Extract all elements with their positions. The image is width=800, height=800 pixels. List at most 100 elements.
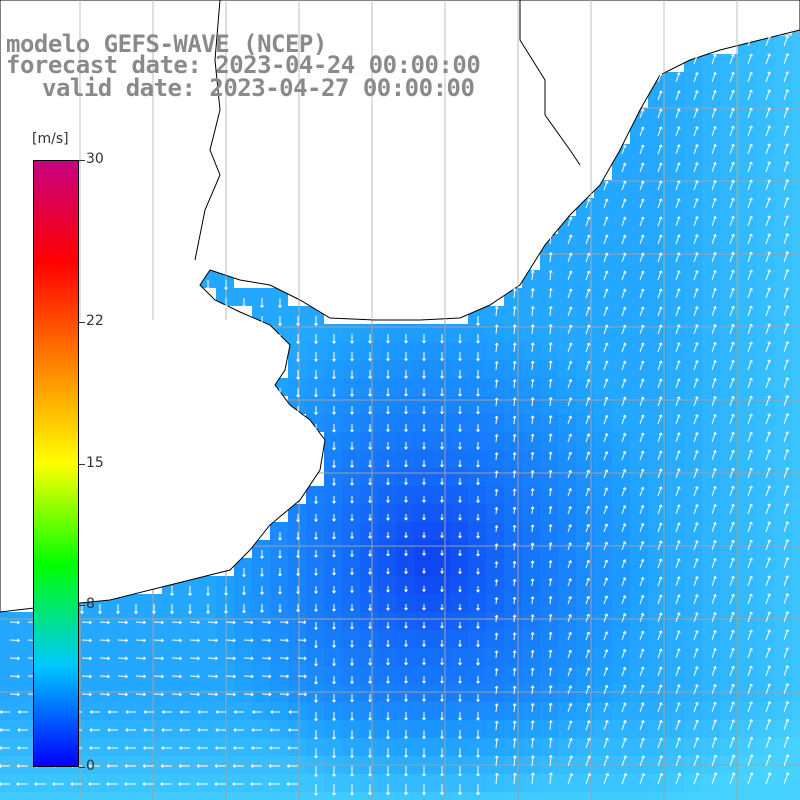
wind-arrow: [549, 542, 552, 551]
wind-cell: [792, 360, 800, 378]
wind-cell: [756, 414, 774, 432]
wind-arrow: [657, 162, 662, 173]
wind-arrow-head: [315, 501, 318, 504]
wind-cell: [504, 486, 522, 504]
wind-arrow-head: [477, 429, 480, 432]
wind-cell: [648, 342, 666, 360]
wind-arrow-head: [767, 107, 771, 110]
wind-cell: [756, 54, 774, 72]
wind-arrow-head: [676, 396, 680, 399]
wind-cell: [270, 288, 288, 306]
wind-arrow-head: [405, 376, 408, 379]
wind-cell: [576, 450, 594, 468]
wind-arrow-head: [477, 571, 480, 575]
wind-arrow-head: [785, 431, 789, 434]
wind-cell: [198, 792, 216, 800]
wind-arrow: [675, 108, 680, 119]
wind-cell: [576, 702, 594, 720]
wind-cell: [108, 720, 126, 738]
wind-cell: [432, 378, 450, 396]
wind-arrow-head: [568, 685, 572, 688]
wind-arrow-head: [713, 89, 716, 93]
wind-arrow-head: [767, 754, 771, 757]
wind-cell: [792, 342, 800, 360]
wind-cell: [468, 486, 486, 504]
wind-arrow-head: [785, 35, 789, 38]
wind-arrow: [675, 252, 680, 263]
wind-cell: [630, 180, 648, 198]
wind-arrow-head: [441, 464, 444, 468]
wind-arrow-head: [530, 737, 534, 741]
wind-arrow: [639, 613, 644, 623]
wind-arrow: [603, 252, 608, 263]
wind-arrow-head: [268, 783, 272, 786]
wind-cell: [738, 450, 756, 468]
wind-arrow-head: [695, 342, 698, 345]
wind-arrow-head: [658, 324, 662, 327]
wind-cell: [684, 576, 702, 594]
wind-cell: [576, 288, 594, 306]
wind-cell: [342, 558, 360, 576]
wind-arrow: [531, 488, 534, 497]
wind-arrow-head: [586, 505, 590, 509]
wind-arrow-head: [731, 611, 734, 615]
wind-arrow-head: [731, 539, 734, 543]
wind-cell: [270, 630, 288, 648]
wind-arrow: [693, 755, 699, 767]
wind-arrow-head: [548, 451, 552, 455]
wind-arrow: [567, 324, 572, 335]
wind-cell: [324, 558, 342, 576]
wind-cell: [738, 378, 756, 396]
wind-arrow-head: [658, 504, 662, 507]
wind-arrow-head: [333, 608, 336, 612]
wind-cell: [234, 576, 252, 594]
wind-cell: [324, 342, 342, 360]
wind-arrow: [531, 703, 534, 713]
wind-arrow-head: [286, 765, 290, 768]
wind-cell: [252, 774, 270, 792]
wind-arrow-head: [512, 614, 516, 618]
wind-arrow: [603, 702, 608, 713]
wind-arrow-head: [695, 684, 698, 687]
wind-arrow: [549, 433, 552, 443]
wind-arrow-head: [387, 464, 390, 468]
wind-arrow-head: [530, 506, 534, 510]
wind-arrow-head: [225, 592, 228, 596]
wind-arrow: [783, 539, 789, 551]
wind-arrow-head: [531, 772, 534, 776]
wind-cell: [684, 198, 702, 216]
wind-cell: [774, 432, 792, 450]
wind-cell: [684, 792, 702, 800]
wind-arrow: [657, 450, 662, 461]
wind-cell: [774, 342, 792, 360]
wind-cell: [378, 594, 396, 612]
wind-cell: [576, 234, 594, 252]
wind-cell: [756, 576, 774, 594]
wind-arrow: [693, 360, 698, 371]
wind-arrow: [585, 397, 590, 407]
wind-cell: [270, 648, 288, 666]
wind-cell: [666, 306, 684, 324]
wind-arrow-head: [676, 648, 680, 651]
wind-cell: [576, 648, 594, 666]
wind-cell: [630, 702, 648, 720]
wind-arrow: [495, 306, 498, 317]
wind-arrow-head: [512, 560, 516, 564]
wind-cell: [342, 702, 360, 720]
wind-arrow-head: [315, 341, 318, 344]
wind-arrow-head: [494, 650, 498, 654]
wind-cell: [558, 666, 576, 684]
wind-arrow-head: [333, 645, 336, 648]
wind-arrow-head: [676, 558, 680, 561]
wind-arrow: [603, 720, 608, 731]
wind-arrow: [657, 306, 662, 317]
wind-arrow-head: [658, 702, 662, 705]
wind-cell: [432, 342, 450, 360]
wind-cell: [288, 792, 306, 800]
country-border: [194, 0, 221, 261]
wind-cell: [774, 288, 792, 306]
wind-cell: [198, 702, 216, 720]
wind-arrow: [513, 738, 516, 749]
wind-arrow: [765, 395, 771, 407]
wind-arrow-head: [477, 340, 480, 344]
